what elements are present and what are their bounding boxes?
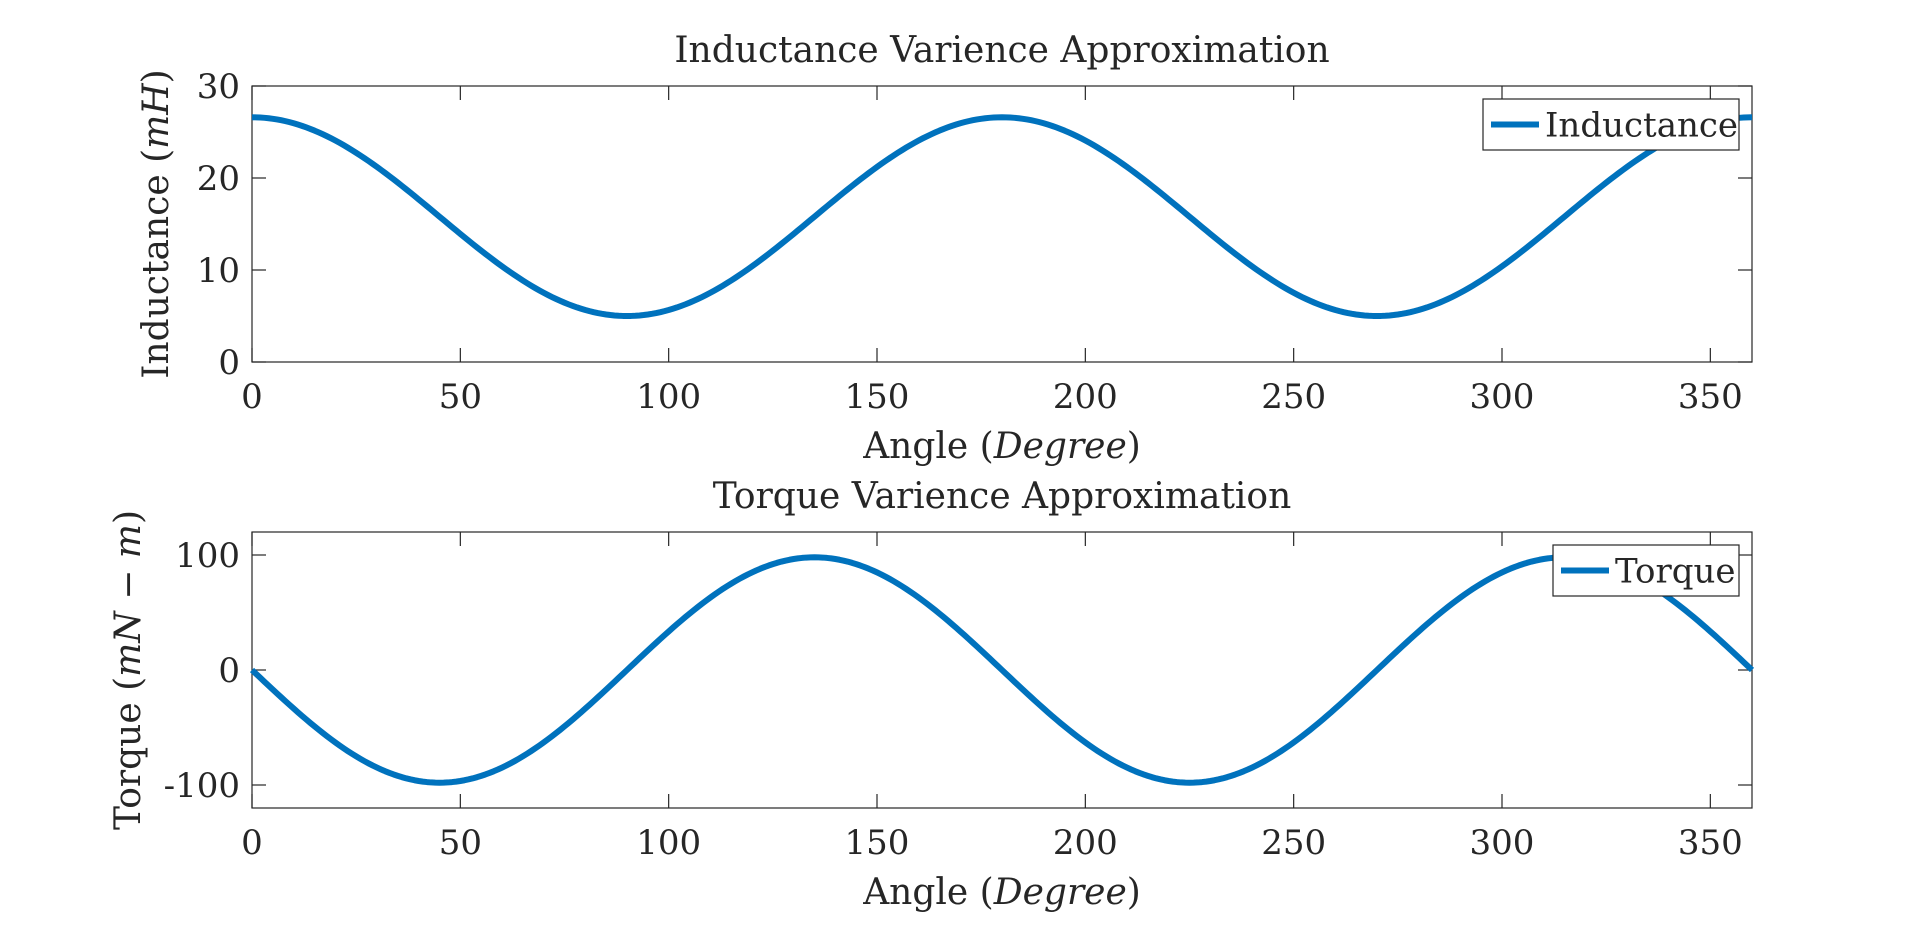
x-tick-label: 50 [439, 377, 482, 417]
x-tick-label: 100 [636, 823, 701, 863]
x-tick-label: 200 [1053, 377, 1118, 417]
y-axis-label: Inductance (mH) [136, 69, 177, 378]
y-tick-label: -100 [164, 766, 240, 806]
x-tick-label: 200 [1053, 823, 1118, 863]
x-tick-label: 0 [241, 823, 263, 863]
x-tick-label: 50 [439, 823, 482, 863]
x-tick-label: 350 [1678, 377, 1743, 417]
y-axis-label: Torque (mN − m) [108, 510, 149, 830]
x-tick-label: 300 [1470, 377, 1535, 417]
y-tick-label: 0 [218, 651, 240, 691]
x-axis-label: Angle (Degree) [862, 426, 1141, 467]
x-tick-label: 150 [845, 823, 910, 863]
x-tick-label: 0 [241, 377, 263, 417]
x-tick-label: 350 [1678, 823, 1743, 863]
y-tick-label: 10 [197, 251, 240, 291]
legend-label: Inductance [1545, 106, 1738, 146]
y-tick-label: 0 [218, 343, 240, 383]
legend-label: Torque [1615, 552, 1736, 592]
x-axis-label: Angle (Degree) [862, 872, 1141, 913]
x-tick-label: 250 [1261, 377, 1326, 417]
y-tick-label: 30 [197, 67, 240, 107]
x-tick-label: 300 [1470, 823, 1535, 863]
chart-title: Torque Varience Approximation [713, 476, 1292, 517]
y-tick-label: 20 [197, 159, 240, 199]
chart-2: Torque Varience Approximation 0 50 100 150 20… [108, 476, 1755, 913]
chart-title: Inductance Varience Approximation [674, 30, 1329, 71]
series-line-torque [249, 554, 1755, 786]
legend: Inductance [1482, 98, 1740, 151]
x-tick-label: 150 [845, 377, 910, 417]
x-tick-label: 250 [1261, 823, 1326, 863]
y-tick-label: 100 [175, 536, 240, 576]
axes-box [251, 85, 1753, 363]
series-line-inductance [251, 114, 1753, 319]
x-tick-label: 100 [636, 377, 701, 417]
legend: Torque [1552, 544, 1740, 597]
